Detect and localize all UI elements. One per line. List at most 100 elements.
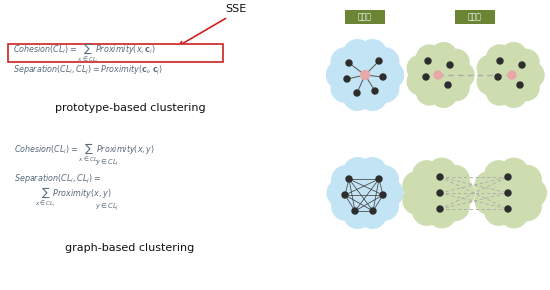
Ellipse shape bbox=[480, 47, 540, 103]
Circle shape bbox=[487, 45, 513, 71]
Ellipse shape bbox=[330, 43, 400, 107]
Circle shape bbox=[447, 62, 453, 68]
Circle shape bbox=[477, 69, 503, 95]
Circle shape bbox=[342, 192, 348, 198]
Text: graph-based clustering: graph-based clustering bbox=[65, 243, 195, 253]
Circle shape bbox=[346, 176, 352, 182]
Ellipse shape bbox=[478, 163, 542, 223]
Circle shape bbox=[505, 190, 511, 196]
Circle shape bbox=[437, 190, 443, 196]
Circle shape bbox=[359, 82, 387, 110]
Text: $\mathit{Separation}(\mathit{CL}_i, \mathit{CL}_j) =$: $\mathit{Separation}(\mathit{CL}_i, \mat… bbox=[14, 173, 101, 186]
Circle shape bbox=[372, 88, 378, 94]
Text: $\mathit{y} \in \mathit{CL}_i$: $\mathit{y} \in \mathit{CL}_i$ bbox=[95, 158, 119, 168]
Circle shape bbox=[376, 176, 382, 182]
Circle shape bbox=[327, 61, 355, 89]
FancyBboxPatch shape bbox=[345, 10, 385, 24]
Circle shape bbox=[344, 200, 372, 228]
Circle shape bbox=[332, 192, 360, 220]
Circle shape bbox=[371, 74, 399, 102]
Circle shape bbox=[359, 200, 386, 228]
Text: 분리도: 분리도 bbox=[468, 12, 482, 21]
Circle shape bbox=[344, 76, 350, 82]
Circle shape bbox=[376, 61, 404, 89]
Circle shape bbox=[443, 75, 469, 101]
Circle shape bbox=[407, 55, 433, 81]
Circle shape bbox=[495, 74, 501, 80]
Circle shape bbox=[344, 158, 372, 186]
Circle shape bbox=[443, 49, 469, 75]
Circle shape bbox=[331, 48, 359, 76]
Text: $\mathit{Cohesion}(\mathit{CL}_i) = \sum_{x \in \mathit{CL}_i}\!\mathit{Proximit: $\mathit{Cohesion}(\mathit{CL}_i) = \sum… bbox=[13, 41, 156, 65]
Circle shape bbox=[475, 172, 503, 200]
Circle shape bbox=[428, 158, 456, 186]
Circle shape bbox=[505, 174, 511, 180]
Circle shape bbox=[327, 179, 355, 207]
Circle shape bbox=[485, 197, 513, 225]
Circle shape bbox=[518, 62, 544, 88]
Circle shape bbox=[431, 81, 456, 107]
Circle shape bbox=[370, 166, 398, 194]
Text: $\mathit{y} \in \mathit{CL}_j$: $\mathit{y} \in \mathit{CL}_j$ bbox=[95, 201, 119, 213]
Circle shape bbox=[346, 60, 352, 66]
Circle shape bbox=[448, 62, 474, 88]
Circle shape bbox=[360, 70, 370, 79]
Text: $\mathit{Separation}(\mathit{CL}_i, \mathit{CL}_j) = \mathit{Proximity}(\mathbf{: $\mathit{Separation}(\mathit{CL}_i, \mat… bbox=[13, 64, 163, 77]
Circle shape bbox=[403, 172, 431, 200]
Circle shape bbox=[500, 158, 528, 186]
Circle shape bbox=[500, 200, 528, 228]
Circle shape bbox=[505, 206, 511, 212]
Circle shape bbox=[413, 197, 441, 225]
Circle shape bbox=[403, 186, 431, 214]
Circle shape bbox=[517, 82, 523, 88]
Circle shape bbox=[441, 193, 469, 220]
Circle shape bbox=[447, 179, 475, 207]
Circle shape bbox=[371, 48, 399, 76]
Circle shape bbox=[500, 81, 527, 107]
Circle shape bbox=[332, 166, 360, 194]
Circle shape bbox=[441, 166, 469, 193]
Circle shape bbox=[513, 75, 539, 101]
Circle shape bbox=[425, 58, 431, 64]
Ellipse shape bbox=[406, 163, 470, 223]
Circle shape bbox=[380, 192, 386, 198]
Circle shape bbox=[376, 58, 382, 64]
Circle shape bbox=[370, 208, 376, 214]
Ellipse shape bbox=[410, 47, 470, 103]
Circle shape bbox=[485, 161, 513, 189]
Circle shape bbox=[513, 193, 541, 220]
Circle shape bbox=[354, 90, 360, 96]
Circle shape bbox=[331, 74, 359, 102]
Circle shape bbox=[437, 206, 443, 212]
Circle shape bbox=[370, 192, 398, 220]
Circle shape bbox=[487, 79, 513, 105]
Ellipse shape bbox=[331, 161, 399, 225]
Circle shape bbox=[508, 71, 516, 79]
Circle shape bbox=[519, 62, 525, 68]
Circle shape bbox=[445, 82, 451, 88]
Text: prototype-based clustering: prototype-based clustering bbox=[54, 103, 205, 113]
Circle shape bbox=[513, 166, 541, 193]
Circle shape bbox=[434, 71, 442, 79]
Circle shape bbox=[359, 158, 386, 186]
Circle shape bbox=[477, 55, 503, 81]
Bar bbox=[8, 44, 223, 62]
Circle shape bbox=[380, 74, 386, 80]
Circle shape bbox=[428, 200, 456, 228]
Circle shape bbox=[437, 174, 443, 180]
Text: 응집도: 응집도 bbox=[358, 12, 372, 21]
Circle shape bbox=[359, 40, 387, 68]
FancyBboxPatch shape bbox=[455, 10, 495, 24]
Circle shape bbox=[343, 40, 371, 68]
Circle shape bbox=[407, 69, 433, 95]
Text: $\mathit{Cohesion}(\mathit{CL}_i) = \sum_{x \in \mathit{CL}_i}\!\mathit{Proximit: $\mathit{Cohesion}(\mathit{CL}_i) = \sum… bbox=[14, 141, 155, 165]
Circle shape bbox=[375, 179, 403, 207]
Text: $\sum_{x \in \mathit{CL}_i}\!\mathit{Proximity}(x, y)$: $\sum_{x \in \mathit{CL}_i}\!\mathit{Pro… bbox=[35, 185, 112, 209]
Circle shape bbox=[475, 186, 503, 214]
Circle shape bbox=[431, 43, 456, 69]
Circle shape bbox=[352, 208, 358, 214]
Circle shape bbox=[416, 79, 443, 105]
Circle shape bbox=[497, 58, 503, 64]
Circle shape bbox=[423, 74, 429, 80]
Circle shape bbox=[413, 161, 441, 189]
